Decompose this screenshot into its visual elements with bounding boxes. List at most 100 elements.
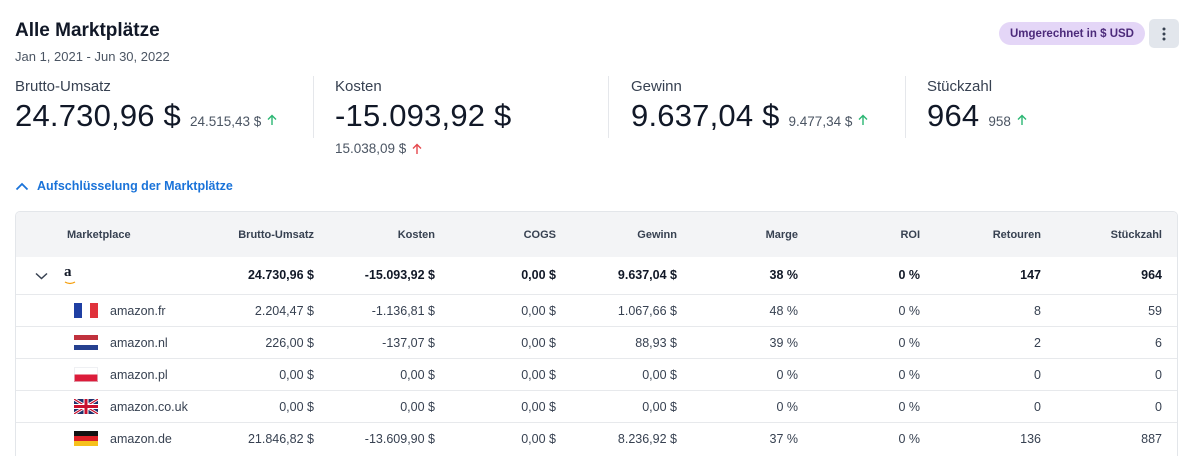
table-header: Marketplace Brutto-Umsatz Kosten COGS Ge… <box>16 212 1177 257</box>
more-menu-button[interactable] <box>1149 19 1179 48</box>
cell-stueckzahl: 6 <box>1155 336 1162 350</box>
table-row-total[interactable]: a 24.730,96 $ -15.093,92 $ 0,00 $ 9.637,… <box>16 257 1177 294</box>
cell-retouren: 8 <box>1034 304 1041 318</box>
cell-roi: 0 % <box>898 304 920 318</box>
cell-roi: 0 % <box>898 432 920 446</box>
cell-roi: 0 % <box>898 268 920 282</box>
cell-marketplace-name: amazon.de <box>110 432 172 446</box>
kpi-value: -15.093,92 $ <box>335 98 512 133</box>
breakdown-toggle[interactable]: Aufschlüsselung der Marktplätze <box>15 179 233 193</box>
cell-kosten: -13.609,90 $ <box>364 432 435 446</box>
cell-gewinn: 1.067,66 $ <box>617 304 677 318</box>
column-header-cogs[interactable]: COGS <box>523 229 556 241</box>
marketplace-table: Marketplace Brutto-Umsatz Kosten COGS Ge… <box>15 211 1178 456</box>
kpi-divider <box>608 76 609 138</box>
cell-retouren: 147 <box>1020 268 1041 282</box>
cell-marge: 48 % <box>769 304 799 318</box>
cell-kosten: -15.093,92 $ <box>364 268 435 282</box>
kpi-previous: 958 <box>988 114 1011 129</box>
kpi-divider <box>905 76 906 138</box>
column-header-marketplace[interactable]: Marketplace <box>67 229 131 241</box>
column-header-retouren[interactable]: Retouren <box>992 229 1041 241</box>
cell-retouren: 0 <box>1034 400 1041 414</box>
vertical-dots-icon <box>1162 27 1166 40</box>
column-header-brutto-umsatz[interactable]: Brutto-Umsatz <box>238 229 314 241</box>
kpi-previous: 24.515,43 $ <box>189 114 262 129</box>
date-range: Jan 1, 2021 - Jun 30, 2022 <box>15 49 170 64</box>
cell-gewinn: 9.637,04 $ <box>617 268 677 282</box>
breakdown-toggle-label: Aufschlüsselung der Marktplätze <box>37 179 233 193</box>
kpi-kosten: Kosten -15.093,92 $ 15.038,09 $ <box>335 78 512 156</box>
cell-cogs: 0,00 $ <box>521 368 556 382</box>
poland-flag-icon <box>74 367 98 382</box>
cell-stueckzahl: 887 <box>1141 432 1162 446</box>
cell-retouren: 0 <box>1034 368 1041 382</box>
table-row[interactable]: amazon.co.uk 0,00 $ 0,00 $ 0,00 $ 0,00 $… <box>16 390 1177 422</box>
cell-marge: 39 % <box>769 336 799 350</box>
germany-flag-icon <box>74 431 98 446</box>
cell-cogs: 0,00 $ <box>521 400 556 414</box>
cell-kosten: 0,00 $ <box>400 400 435 414</box>
cell-marge: 0 % <box>776 368 798 382</box>
cell-retouren: 136 <box>1020 432 1041 446</box>
trend-up-icon <box>267 114 277 125</box>
table-row[interactable]: amazon.fr 2.204,47 $ -1.136,81 $ 0,00 $ … <box>16 294 1177 326</box>
table-row[interactable]: amazon.nl 226,00 $ -137,07 $ 0,00 $ 88,9… <box>16 326 1177 358</box>
kpi-divider <box>313 76 314 138</box>
cell-roi: 0 % <box>898 400 920 414</box>
cell-marketplace-name: amazon.co.uk <box>110 400 188 414</box>
cell-marge: 38 % <box>769 268 799 282</box>
cell-brutto: 0,00 $ <box>279 400 314 414</box>
cell-roi: 0 % <box>898 368 920 382</box>
france-flag-icon <box>74 303 98 318</box>
cell-cogs: 0,00 $ <box>521 336 556 350</box>
cell-kosten: 0,00 $ <box>400 368 435 382</box>
kpi-label: Stückzahl <box>927 78 993 95</box>
cell-retouren: 2 <box>1034 336 1041 350</box>
cell-stueckzahl: 59 <box>1148 304 1162 318</box>
column-header-marge[interactable]: Marge <box>765 229 798 241</box>
cell-brutto: 0,00 $ <box>279 368 314 382</box>
column-header-stueckzahl[interactable]: Stückzahl <box>1110 229 1162 241</box>
cell-brutto: 2.204,47 $ <box>254 304 314 318</box>
cell-kosten: -137,07 $ <box>382 336 435 350</box>
cell-cogs: 0,00 $ <box>521 268 556 282</box>
cell-marge: 37 % <box>769 432 799 446</box>
column-header-roi[interactable]: ROI <box>900 229 920 241</box>
amazon-smile-icon <box>64 281 76 285</box>
cell-cogs: 0,00 $ <box>521 304 556 318</box>
cell-gewinn: 0,00 $ <box>642 400 677 414</box>
chevron-down-icon[interactable] <box>35 272 48 280</box>
cell-marge: 0 % <box>776 400 798 414</box>
kpi-label: Brutto-Umsatz <box>15 78 111 95</box>
cell-cogs: 0,00 $ <box>521 432 556 446</box>
cell-gewinn: 0,00 $ <box>642 368 677 382</box>
column-header-gewinn[interactable]: Gewinn <box>637 229 677 241</box>
trend-up-icon <box>412 143 422 154</box>
kpi-previous: 9.477,34 $ <box>788 114 853 129</box>
cell-gewinn: 88,93 $ <box>635 336 677 350</box>
kpi-gewinn: Gewinn 9.637,04 $ 9.477,34 $ <box>631 78 868 134</box>
cell-stueckzahl: 964 <box>1141 268 1162 282</box>
amazon-logo-icon: a <box>64 264 72 280</box>
currency-badge[interactable]: Umgerechnet in $ USD <box>999 22 1145 45</box>
cell-marketplace-name: amazon.nl <box>110 336 168 350</box>
cell-brutto: 24.730,96 $ <box>247 268 314 282</box>
kpi-value: 9.637,04 $ <box>631 98 780 133</box>
trend-up-icon <box>858 114 868 125</box>
kpi-value: 24.730,96 $ <box>15 98 181 133</box>
kpi-stueckzahl: Stückzahl 964 958 <box>927 78 1027 134</box>
cell-kosten: -1.136,81 $ <box>371 304 435 318</box>
cell-stueckzahl: 0 <box>1155 368 1162 382</box>
column-header-kosten[interactable]: Kosten <box>397 229 435 241</box>
kpi-brutto-umsatz: Brutto-Umsatz 24.730,96 $ 24.515,43 $ <box>15 78 277 134</box>
kpi-label: Kosten <box>335 78 382 95</box>
cell-brutto: 21.846,82 $ <box>247 432 314 446</box>
table-row[interactable]: amazon.pl 0,00 $ 0,00 $ 0,00 $ 0,00 $ 0 … <box>16 358 1177 390</box>
cell-roi: 0 % <box>898 336 920 350</box>
page-title: Alle Marktplätze <box>15 20 160 41</box>
cell-marketplace-name: amazon.fr <box>110 304 166 318</box>
cell-gewinn: 8.236,92 $ <box>617 432 677 446</box>
table-row[interactable]: amazon.de 21.846,82 $ -13.609,90 $ 0,00 … <box>16 422 1177 454</box>
kpi-previous: 15.038,09 $ <box>335 141 407 156</box>
